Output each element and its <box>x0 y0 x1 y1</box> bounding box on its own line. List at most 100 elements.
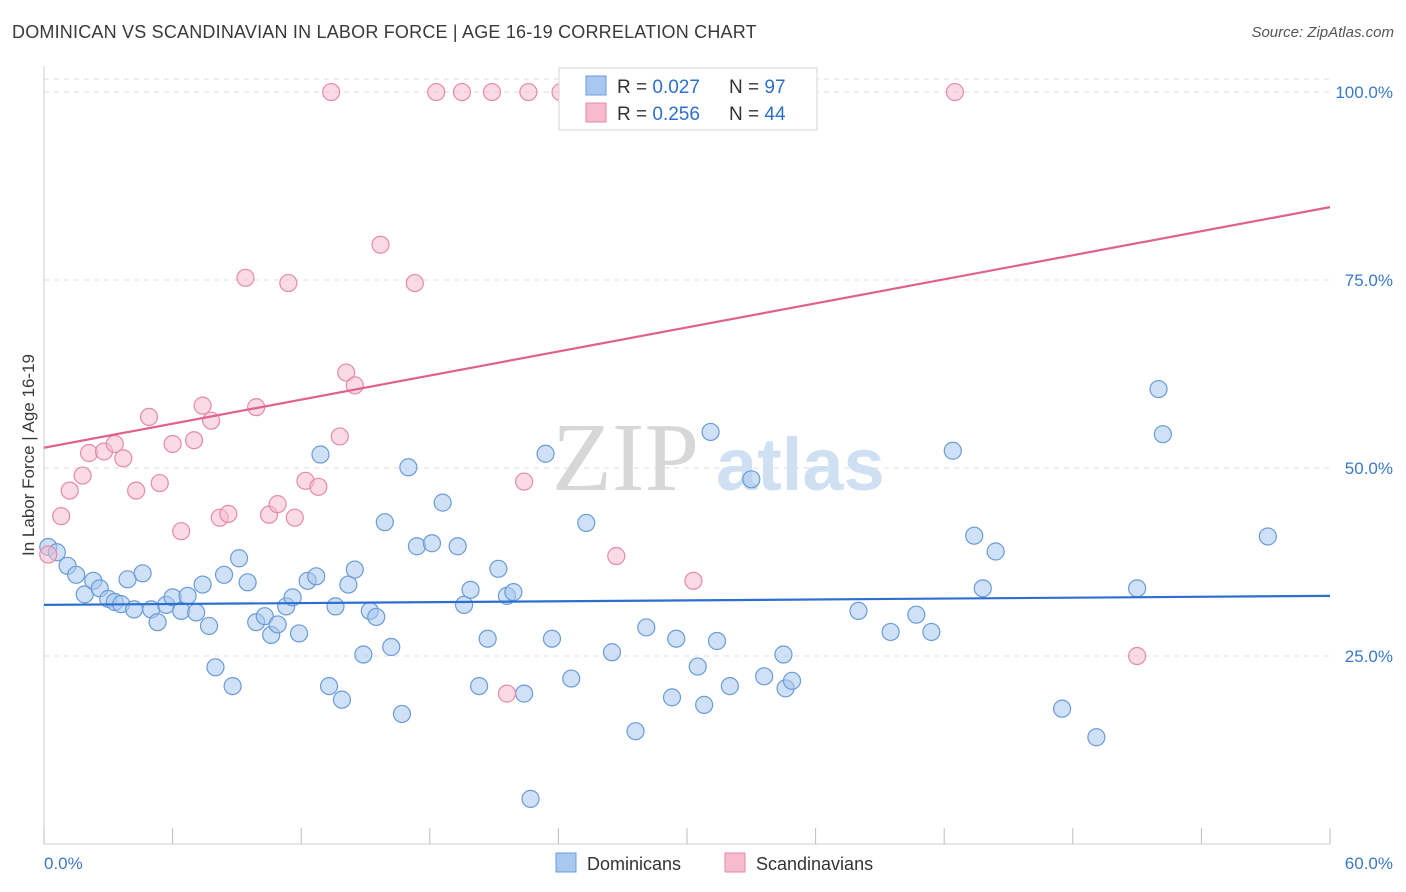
scandinavian-point <box>452 82 472 102</box>
y-tick-label: 100.0% <box>1335 83 1393 102</box>
dominican-point <box>206 658 225 677</box>
scandinavian-point <box>285 508 304 527</box>
dominican-point <box>922 622 941 642</box>
dominican-point <box>422 534 442 553</box>
dominican-point <box>399 458 418 477</box>
scandinavian-point <box>184 431 204 450</box>
watermark: ZIP atlas <box>552 404 885 512</box>
dominican-point <box>943 441 962 460</box>
dominican-point <box>1127 579 1147 598</box>
scandinavian-point <box>482 82 502 102</box>
legend-bottom-swatch-dominicans <box>555 852 577 873</box>
legend-bottom-label-scandinavians: Scandinavians <box>756 854 873 874</box>
dominican-point <box>214 565 234 584</box>
dominican-point <box>602 643 622 662</box>
dominican-point <box>489 559 508 578</box>
dominican-point <box>662 688 682 707</box>
dominican-point <box>782 671 802 690</box>
dominican-point <box>193 575 212 594</box>
scandinavian-point <box>1127 646 1147 666</box>
scandinavian-point <box>127 481 146 500</box>
scandinavian-point <box>607 546 626 566</box>
dominican-point <box>667 629 686 648</box>
scandinavian-point <box>945 82 965 102</box>
scandinavian-point <box>330 427 349 446</box>
scandinavian-point <box>60 481 79 500</box>
dominican-point <box>562 669 581 688</box>
dominican-point <box>223 676 242 696</box>
dominican-point <box>289 624 309 643</box>
dominican-point <box>307 567 326 586</box>
legend-bottom: Dominicans Scandinavians <box>555 852 873 874</box>
dominican-point <box>907 605 926 624</box>
x-tick-label-max: 60.0% <box>1345 854 1393 873</box>
dominican-point <box>688 657 707 676</box>
dominican-point <box>504 583 523 602</box>
dominican-trend-line <box>43 594 1331 606</box>
dominican-point <box>311 445 330 464</box>
legend-r-label-2: R = <box>617 104 652 125</box>
dominican-point <box>755 667 774 686</box>
legend-n-value-1: 97 <box>764 77 785 98</box>
scandinavian-point <box>405 273 424 293</box>
legend-bottom-swatch-scandinavians <box>724 852 746 873</box>
scandinavian-point <box>193 396 212 415</box>
grid <box>44 78 1330 657</box>
scandinavian-point <box>114 449 133 468</box>
dominican-point <box>255 607 274 626</box>
dominican-point <box>774 645 793 664</box>
scandinavian-point <box>519 82 538 102</box>
dominican-point <box>187 603 206 622</box>
legend-swatch-dominicans <box>585 75 607 96</box>
scandinavian-point <box>371 235 390 254</box>
dominican-point <box>283 588 302 607</box>
dominican-point <box>461 580 480 599</box>
dominican-point <box>448 537 467 556</box>
y-tick-labels: 100.0% 75.0% 50.0% 25.0% <box>1335 83 1393 666</box>
dominican-point <box>407 537 427 556</box>
dominican-point <box>521 789 540 808</box>
legend-n-value-2: 44 <box>764 104 786 125</box>
dominican-point <box>701 422 720 442</box>
legend-n-label-2: N = <box>729 104 764 125</box>
dominican-point <box>1153 425 1172 444</box>
scandinavian-point <box>172 522 191 541</box>
dominican-point <box>67 565 86 584</box>
dominican-point <box>133 564 152 583</box>
y-tick-label: 75.0% <box>1345 271 1393 290</box>
y-tick-label: 25.0% <box>1345 647 1393 666</box>
legend-bottom-label-dominicans: Dominicans <box>587 854 681 874</box>
dominican-point <box>986 542 1005 561</box>
scandinavian-point <box>497 684 517 703</box>
legend-r-label-1: R = <box>617 77 652 98</box>
data-points <box>39 82 1277 808</box>
svg-text:R = 0.027: R = 0.027 <box>617 77 700 98</box>
legend-swatch-scandinavians <box>585 102 607 123</box>
dominican-point <box>478 629 497 648</box>
dominican-point <box>849 601 868 621</box>
scandinavian-point <box>515 472 534 491</box>
legend-r-value-1: 0.027 <box>652 77 700 98</box>
dominican-point <box>542 629 562 648</box>
dominican-point <box>332 690 352 709</box>
y-axis-label: In Labor Force | Age 16-19 <box>19 354 38 556</box>
dominican-point <box>1258 527 1277 546</box>
dominican-point <box>433 493 452 512</box>
scandinavian-point <box>39 545 58 564</box>
watermark-zip: ZIP <box>552 404 699 512</box>
dominican-point <box>382 637 401 657</box>
scandinavian-point <box>139 407 159 427</box>
dominican-point <box>720 676 739 696</box>
dominican-point <box>1149 379 1168 399</box>
dominican-point <box>454 595 474 614</box>
dominican-point <box>637 618 656 637</box>
axes <box>43 66 1331 845</box>
dominican-point <box>1087 728 1106 747</box>
dominican-point <box>339 575 358 594</box>
dominican-point <box>367 607 386 627</box>
scandinavian-point <box>73 466 92 485</box>
scandinavian-point <box>163 434 182 454</box>
dominican-point <box>469 676 489 696</box>
trend-lines <box>43 206 1331 606</box>
